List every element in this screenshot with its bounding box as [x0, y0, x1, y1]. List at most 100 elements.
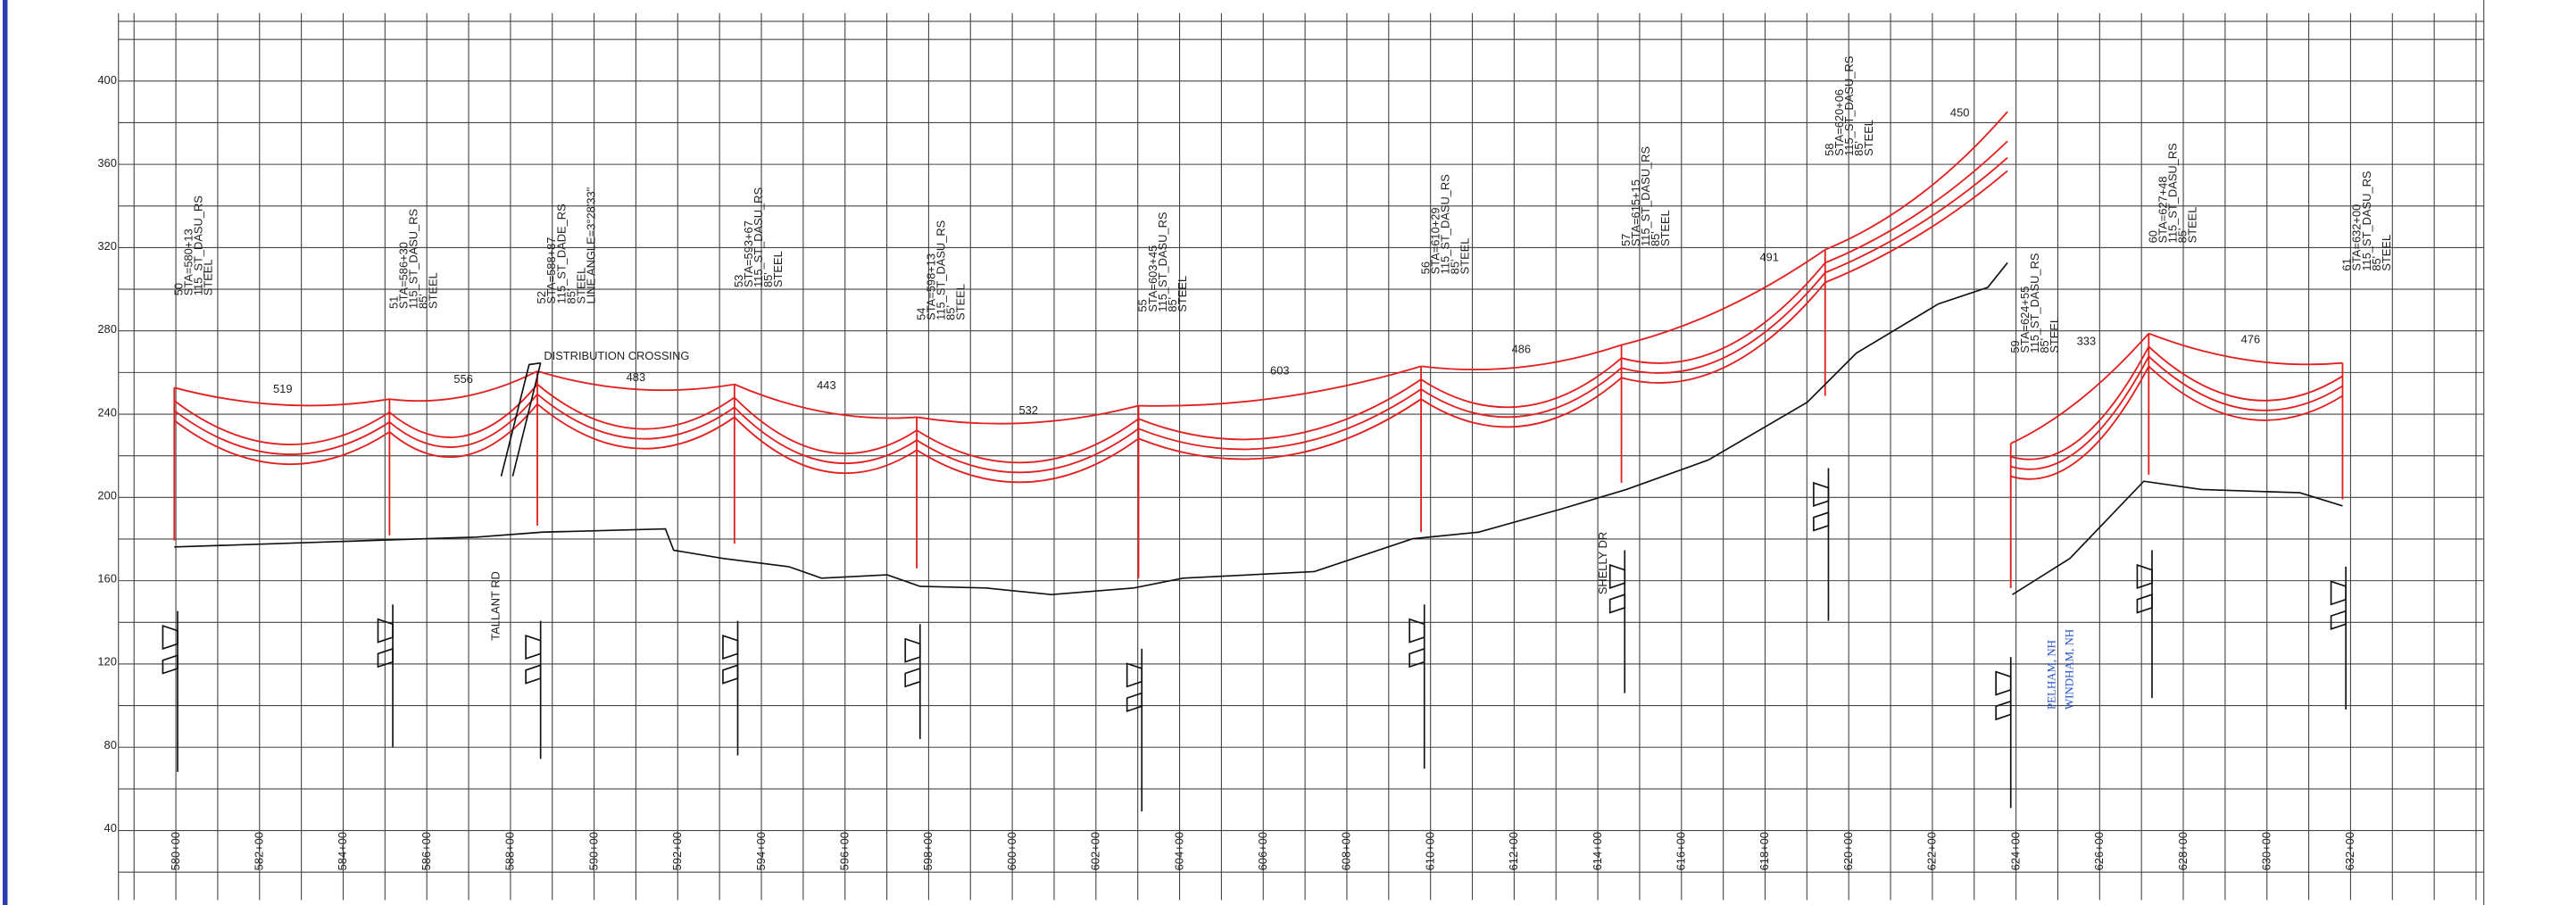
station-label: 630+00: [2259, 832, 2273, 870]
span-length: 519: [273, 382, 292, 395]
pole-symbol: [1813, 481, 1830, 532]
shield-wire: [916, 404, 1139, 425]
structure-label: 115_ST_DASU_RS: [192, 195, 205, 295]
callout-line: [500, 361, 541, 477]
station-label: 610+00: [1423, 832, 1436, 870]
structure-label: STEEL: [2186, 207, 2199, 244]
conductor: [1420, 357, 1623, 409]
structure-label: 55: [1136, 299, 1150, 311]
structure-label: STEEL: [1176, 276, 1189, 312]
conductor: [173, 410, 390, 455]
ground-profile: [2012, 480, 2343, 595]
station-label: 600+00: [1005, 832, 1018, 870]
pole-symbol: [2330, 580, 2347, 630]
structure-label: 115_ST_DASU_RS: [1156, 212, 1169, 312]
station-label: 584+00: [336, 832, 349, 870]
road-name: TALLANT RD: [489, 571, 503, 641]
structure-label: 115_ST_DASU_RS: [1842, 56, 1856, 156]
span-length: 491: [1759, 251, 1778, 264]
wires: [162, 111, 2347, 812]
span-length: 476: [2241, 333, 2260, 346]
elevation-label: 120: [97, 655, 116, 668]
conductor: [916, 428, 1140, 474]
callout-line: [511, 362, 542, 477]
conductor: [2148, 345, 2343, 402]
structure-label: 56: [1418, 262, 1432, 274]
station-label: 592+00: [670, 832, 684, 870]
structure-label: 85': [417, 294, 430, 309]
station-label: 590+00: [586, 832, 600, 870]
conductor: [1138, 378, 1422, 441]
structure-label: 115_ST_DASU_RS: [1639, 146, 1652, 246]
elevation-label: 80: [104, 738, 117, 751]
span-length: 443: [817, 378, 835, 392]
shield-wire: [174, 386, 390, 407]
station-label: 582+00: [253, 832, 266, 870]
structure-label: 85': [1166, 297, 1179, 312]
span-length: 486: [1512, 343, 1531, 356]
station-label: 616+00: [1674, 832, 1688, 870]
conductor: [916, 418, 1140, 464]
town-name: WINDHAM, NH: [2064, 629, 2076, 710]
structure-label: 53: [732, 275, 745, 287]
station-label: 608+00: [1340, 832, 1353, 870]
conductor: [536, 403, 735, 450]
distribution-crossing: DISTRIBUTION CROSSING: [544, 349, 689, 362]
pole-symbol: [1608, 563, 1626, 614]
structure-label: STEEL: [2380, 235, 2393, 271]
structure-label: 115_ST_DASU_RS: [2166, 143, 2180, 243]
structure-label: 57: [1619, 234, 1633, 246]
conductor: [1621, 271, 1826, 374]
station-label: 626+00: [2092, 832, 2106, 870]
structure-label: STA=603+45: [1146, 245, 1159, 312]
pole-symbol: [162, 625, 179, 675]
structure-label: 50: [171, 283, 185, 295]
structure-label: 51: [387, 296, 401, 309]
structure-label: 59: [2008, 340, 2022, 353]
structure-label: STA=586+30: [397, 242, 411, 309]
structure-label: 85': [2038, 338, 2051, 353]
structure-label: 115_ST_DASU_RS: [934, 220, 947, 320]
structure-label: STEEL: [202, 259, 215, 295]
conductor: [2010, 345, 2150, 461]
conductor: [1621, 262, 1826, 364]
town-name: PELHAM, NH: [2045, 640, 2057, 710]
elevation-label: 280: [97, 322, 116, 336]
elevation-label: 320: [97, 239, 116, 253]
structure-label: 115_ST_DASU_RS: [407, 209, 420, 309]
conductor: [1824, 156, 2008, 274]
structure-label: 54: [914, 308, 927, 320]
structure-label: STA=632+00: [2350, 204, 2364, 271]
conductor: [388, 394, 538, 448]
conductor: [1621, 281, 1826, 384]
road-name: SHELLY DR: [1596, 532, 1609, 594]
structure-label: STA=624+55: [2018, 286, 2032, 353]
station-label: 586+00: [420, 832, 433, 870]
station-label: 588+00: [503, 832, 517, 870]
conductor: [388, 403, 538, 459]
structure-label: STEEL: [1458, 238, 1471, 275]
station-label: 602+00: [1089, 832, 1102, 870]
elevation-label: 200: [97, 488, 116, 502]
structure-label: STEEL: [953, 284, 967, 320]
structure-label: STEEL: [574, 268, 587, 304]
structure-label: STA=627+48: [2156, 176, 2170, 243]
conductor: [734, 416, 918, 475]
structure-label: STEEL: [427, 272, 440, 309]
conductor: [1824, 170, 2008, 284]
structure-label: 60: [2147, 230, 2160, 243]
structure-label: 58: [1823, 143, 1836, 155]
shield-wire: [2148, 332, 2343, 366]
span-length: 603: [1270, 364, 1289, 378]
conductor: [536, 393, 735, 440]
structure-label: 85': [1649, 231, 1662, 246]
structure-label: STEEL: [1658, 210, 1672, 246]
elevation-label: 360: [97, 156, 116, 170]
pole-symbol: [1126, 662, 1143, 712]
conductor: [1138, 388, 1422, 451]
conductor: [734, 396, 918, 454]
structure-label: STA=615+15: [1629, 179, 1642, 246]
shield-wire: [536, 370, 735, 392]
pole-symbol: [904, 637, 921, 688]
conductor: [1824, 140, 2008, 264]
